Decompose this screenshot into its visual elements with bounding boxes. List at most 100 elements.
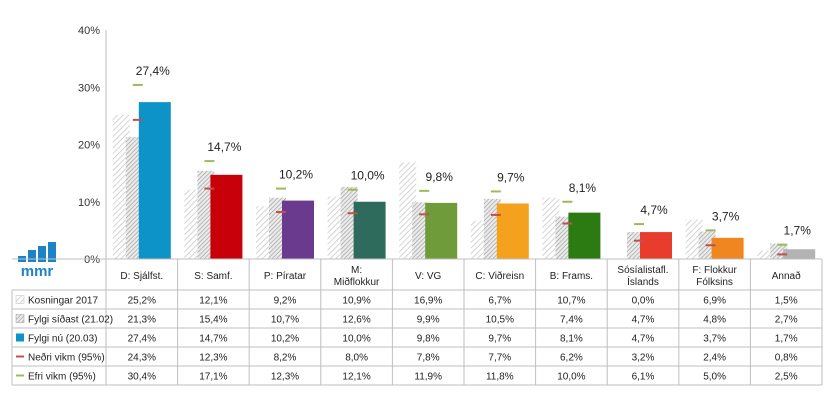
table-cell: 6,1% (632, 372, 655, 383)
bar-fylgi-nu (210, 174, 243, 259)
data-label: 8,1% (569, 181, 597, 195)
bar-fylgi-sidast (269, 197, 286, 259)
table-cell: 10,9% (342, 296, 370, 307)
bar-kosningar-2017 (542, 197, 560, 259)
y-tick-label: 40% (78, 25, 100, 37)
bar-fylgi-nu (640, 232, 672, 259)
bar-fylgi-nu (353, 201, 386, 259)
table-cell: 9,2% (274, 296, 297, 307)
legend-key-hatch-dark (15, 314, 25, 323)
category-label: C: Viðreisn (475, 270, 524, 282)
bar-kosningar-2017 (327, 196, 345, 259)
y-tick-label: 30% (78, 82, 100, 94)
table-cell: 2,5% (775, 372, 798, 383)
bar-fylgi-nu (282, 200, 314, 259)
legend-key-solid (16, 333, 24, 342)
bar-kosningar-2017 (399, 162, 417, 259)
bar-kosningar-2017 (112, 114, 130, 259)
category-label: S: Samf. (194, 271, 232, 282)
data-label: 1,7% (784, 224, 812, 238)
plot-area: 27,4% 14,7% 10,2% 10,0% 9,8% 9,7% 8,1% 4,7% 3,7%… (112, 64, 816, 259)
table-cell: 8,1% (560, 334, 583, 345)
table-cell: 10,0% (557, 372, 585, 383)
data-label: 14,7% (207, 140, 241, 154)
table-cell: 6,2% (560, 353, 583, 364)
table-cell: 7,7% (488, 353, 511, 364)
table-cell: 4,7% (632, 334, 655, 345)
category-label: Íslands (627, 275, 659, 288)
table-cell: 7,4% (560, 315, 583, 326)
table-cell: 11,8% (486, 372, 514, 383)
table-cell: 3,7% (703, 334, 726, 345)
bar-fylgi-sidast (197, 170, 215, 259)
bar-kosningar-2017 (184, 189, 202, 259)
y-axis: 0% 10% 20% 30% 40% (78, 25, 107, 266)
table-cell: 5,0% (703, 372, 726, 383)
category-label: F: Flokkur (692, 265, 737, 276)
table-cell: 0,8% (775, 353, 798, 364)
bar-fylgi-sidast (125, 137, 143, 259)
table-cell: 10,5% (486, 315, 514, 326)
legend-series-name: Neðri vikm (95%) (28, 352, 105, 364)
legend-series-name: Efri vikm (95%) (28, 372, 96, 383)
bar-fylgi-nu (568, 212, 601, 259)
data-label: 10,0% (351, 169, 385, 183)
bar-fylgi-nu (425, 202, 458, 259)
table-cell: 4,7% (632, 315, 655, 326)
table-cell: 12,3% (199, 353, 227, 364)
table-cell: 6,7% (488, 296, 511, 307)
y-tick-label: 20% (78, 140, 100, 152)
table-cell: 10,7% (271, 315, 299, 326)
legend-series-name: Kosningar 2017 (28, 296, 98, 307)
bar-fylgi-sidast (627, 232, 644, 259)
bar-kosningar-2017 (470, 220, 488, 259)
table-cell: 12,1% (342, 372, 370, 383)
category-label: Sósíalistafl. (617, 265, 668, 276)
bar-fylgi-nu (138, 102, 171, 259)
category-label: B: Frams. (550, 271, 593, 282)
y-tick-label: 0% (84, 254, 100, 266)
category-label: Annað (772, 270, 801, 282)
table-cell: 12,6% (342, 315, 370, 326)
table-cell: 9,9% (417, 315, 440, 326)
table-cell: 12,3% (271, 372, 299, 383)
table-cell: 24,3% (128, 353, 156, 364)
table-cell: 16,9% (414, 296, 442, 307)
mmr-logo: mmr (18, 242, 56, 280)
data-label: 4,7% (640, 203, 668, 217)
bar-kosningar-2017 (256, 206, 273, 259)
table-cell: 27,4% (128, 334, 156, 345)
table-cell: 10,7% (557, 296, 585, 307)
data-label: 27,4% (136, 64, 170, 78)
legend-series-name: Fylgi síðast (21.02) (28, 314, 113, 326)
logo-text: mmr (21, 263, 54, 280)
table-cell: 7,8% (417, 353, 440, 364)
table-cell: 14,7% (199, 334, 227, 345)
table-cell: 2,7% (775, 315, 798, 326)
bar-fylgi-sidast (555, 216, 573, 259)
category-label: Fólksins (696, 277, 733, 288)
table-cell: 4,8% (703, 315, 726, 326)
table-cell: 25,2% (128, 296, 156, 307)
table-cell: 8,2% (274, 353, 297, 364)
table-cell: 15,4% (199, 315, 227, 326)
bar-fylgi-nu (783, 249, 816, 259)
bar-kosningar-2017 (685, 219, 703, 259)
bar-fylgi-nu (496, 203, 529, 259)
table-cell: 17,1% (199, 372, 227, 383)
table-cell: 8,0% (345, 353, 368, 364)
category-label: D: Sjálfst. (120, 271, 163, 282)
bar-fylgi-nu (711, 237, 744, 259)
table-cell: 6,9% (703, 296, 726, 307)
table-cell: 10,0% (342, 334, 370, 345)
data-label: 3,7% (712, 209, 740, 223)
table-cell: 1,7% (775, 334, 798, 345)
bar-fylgi-sidast (340, 186, 358, 259)
y-tick-label: 10% (78, 197, 100, 209)
category-label: Miðflokkur (334, 276, 380, 288)
bar-kosningar-2017 (757, 250, 775, 259)
table-cell: 9,8% (417, 334, 440, 345)
table-cell: 0,0% (632, 296, 655, 307)
bar-fylgi-sidast (483, 198, 501, 259)
data-label: 10,2% (279, 168, 313, 182)
